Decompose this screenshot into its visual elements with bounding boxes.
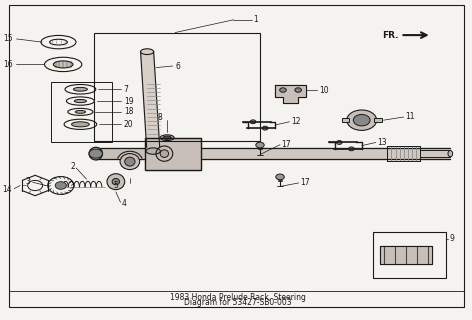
- Text: FR.: FR.: [382, 31, 399, 40]
- Bar: [373, 232, 446, 278]
- Circle shape: [89, 149, 102, 158]
- Ellipse shape: [448, 150, 453, 157]
- Bar: [342, 118, 349, 122]
- Ellipse shape: [141, 49, 154, 54]
- Ellipse shape: [107, 174, 125, 190]
- Polygon shape: [380, 246, 431, 264]
- Text: 11: 11: [405, 113, 414, 122]
- Ellipse shape: [160, 150, 169, 157]
- Circle shape: [353, 115, 370, 126]
- Circle shape: [276, 174, 284, 180]
- Text: 18: 18: [124, 108, 133, 116]
- Text: 2: 2: [70, 162, 75, 171]
- Text: 6: 6: [175, 61, 180, 70]
- Circle shape: [256, 142, 264, 148]
- Circle shape: [295, 88, 302, 92]
- Bar: [51, 82, 112, 142]
- Ellipse shape: [74, 87, 87, 91]
- Ellipse shape: [112, 179, 119, 185]
- Ellipse shape: [125, 157, 135, 166]
- Text: 4: 4: [121, 199, 126, 208]
- Text: 17: 17: [300, 179, 310, 188]
- Text: 9: 9: [449, 234, 454, 243]
- Text: 15: 15: [4, 34, 13, 43]
- Text: 1: 1: [253, 15, 258, 24]
- Polygon shape: [275, 85, 306, 103]
- Polygon shape: [145, 138, 201, 170]
- Text: 12: 12: [291, 117, 300, 126]
- Text: 17: 17: [281, 140, 291, 149]
- Ellipse shape: [89, 147, 102, 160]
- Text: 19: 19: [124, 97, 134, 106]
- Text: 3: 3: [25, 177, 31, 186]
- Circle shape: [262, 126, 268, 130]
- Text: 10: 10: [319, 86, 329, 95]
- Ellipse shape: [75, 110, 85, 113]
- Polygon shape: [201, 148, 450, 159]
- Text: 7: 7: [124, 85, 129, 94]
- Text: 14: 14: [2, 185, 12, 194]
- Text: 1983 Honda Prelude Rack, Steering: 1983 Honda Prelude Rack, Steering: [170, 293, 306, 302]
- Circle shape: [55, 182, 67, 189]
- Text: 16: 16: [4, 60, 13, 69]
- Polygon shape: [96, 148, 145, 159]
- Text: 20: 20: [124, 120, 134, 129]
- Ellipse shape: [120, 154, 140, 170]
- Ellipse shape: [53, 61, 73, 68]
- Text: 13: 13: [377, 138, 387, 147]
- Bar: [145, 138, 201, 170]
- Circle shape: [337, 140, 342, 144]
- Circle shape: [349, 147, 354, 151]
- Ellipse shape: [163, 136, 171, 139]
- Text: 5: 5: [113, 181, 118, 190]
- Ellipse shape: [74, 100, 86, 103]
- Bar: [374, 118, 382, 122]
- Bar: [94, 33, 260, 141]
- Text: Diagram for 53427-SB0-003: Diagram for 53427-SB0-003: [184, 298, 292, 307]
- Circle shape: [347, 110, 377, 130]
- Ellipse shape: [72, 122, 89, 127]
- Circle shape: [280, 88, 286, 92]
- Text: 8: 8: [158, 114, 162, 123]
- Ellipse shape: [160, 135, 174, 140]
- Polygon shape: [141, 52, 160, 147]
- Ellipse shape: [146, 148, 160, 154]
- Circle shape: [250, 120, 256, 124]
